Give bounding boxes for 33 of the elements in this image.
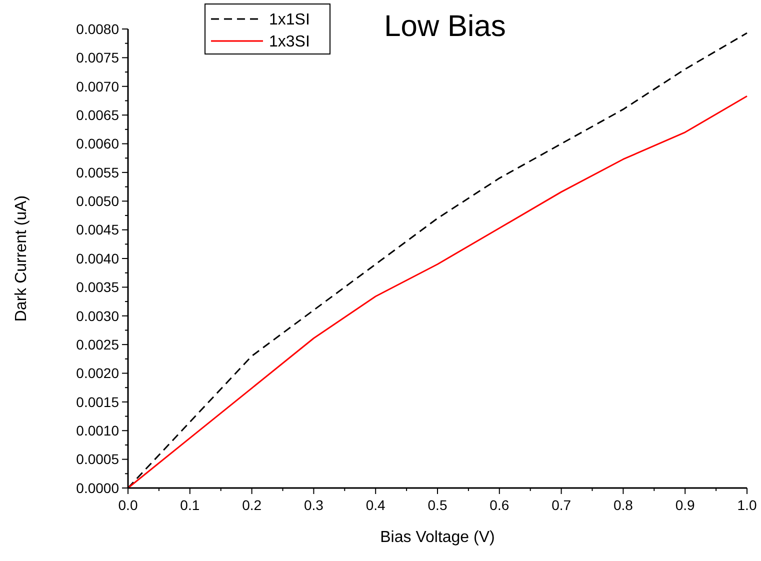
x-tick-label: 0.9 [675,497,696,513]
x-axis-title: Bias Voltage (V) [380,529,495,546]
y-tick-label: 0.0080 [76,20,120,37]
y-tick-label: 0.0020 [76,365,120,382]
y-tick-label: 0.0010 [76,422,120,439]
x-tick-label: 0.0 [118,497,138,513]
legend-label: 1x1SI [269,12,310,29]
x-tick-label: 0.2 [242,497,262,513]
y-tick-label: 0.0060 [76,136,120,152]
y-tick-label: 0.0075 [76,50,120,66]
y-tick-label: 0.0050 [76,193,120,210]
y-tick-label: 0.0015 [76,394,120,410]
y-tick-label: 0.0030 [76,308,120,324]
chart-title: Low Bias [384,10,506,43]
y-tick-label: 0.0025 [76,336,120,352]
x-tick-label: 0.1 [180,497,200,513]
y-tick-label: 0.0055 [76,164,120,180]
legend-label: 1x3SI [269,34,310,51]
x-tick-label: 0.6 [490,497,510,513]
y-tick-label: 0.0000 [76,480,120,496]
x-tick-label: 0.3 [304,497,324,513]
x-tick-label: 1.0 [737,497,757,513]
x-tick-label: 0.7 [552,497,572,513]
y-tick-label: 0.0070 [76,78,120,94]
y-tick-label: 0.0045 [76,222,120,238]
y-tick-label: 0.0040 [76,250,120,266]
y-tick-label: 0.0035 [76,279,120,296]
x-tick-label: 0.8 [613,497,634,513]
y-axis-title: Dark Current (uA) [13,195,30,322]
y-tick-label: 0.0005 [76,451,120,468]
y-tick-label: 0.0065 [76,106,120,123]
x-tick-label: 0.5 [428,497,448,513]
x-tick-label: 0.4 [366,497,386,513]
